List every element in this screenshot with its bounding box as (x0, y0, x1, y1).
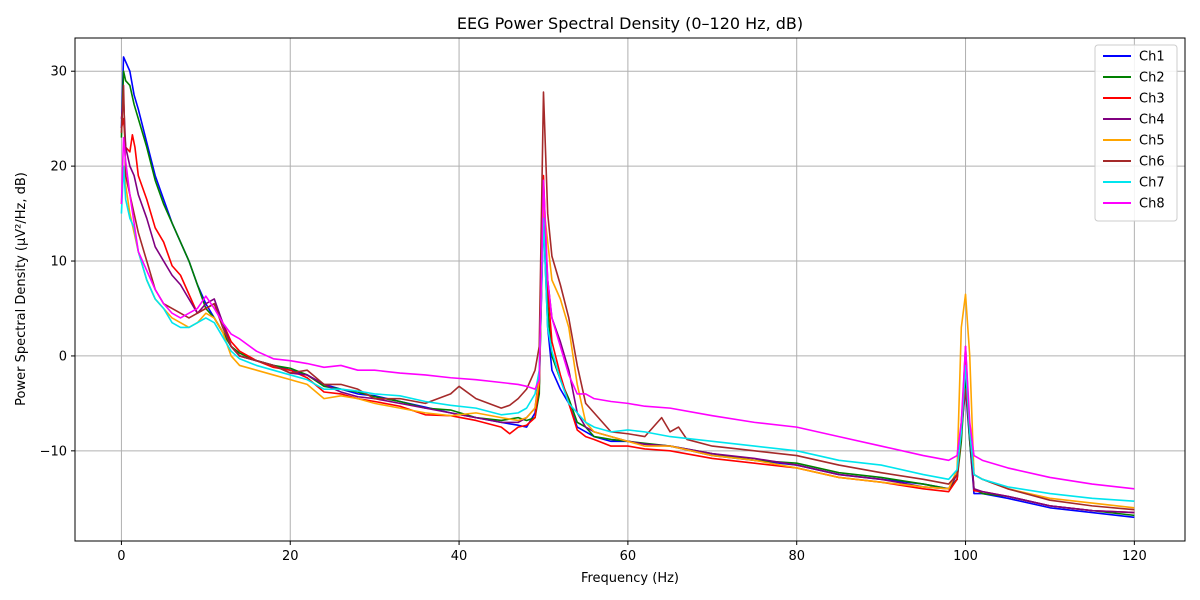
series-lines (120, 56, 1135, 519)
y-tick-label: 10 (50, 255, 67, 270)
chart-title: EEG Power Spectral Density (0–120 Hz, dB… (457, 14, 803, 33)
legend-label-ch3: Ch3 (1139, 92, 1165, 107)
legend-label-ch2: Ch2 (1139, 71, 1165, 86)
series-line-ch3 (120, 117, 1135, 514)
series-line-ch5 (120, 165, 1135, 509)
legend-label-ch1: Ch1 (1139, 50, 1165, 65)
legend-label-ch7: Ch7 (1139, 176, 1165, 191)
x-axis-title: Frequency (Hz) (581, 571, 679, 586)
grid (75, 38, 1185, 541)
legend-label-ch4: Ch4 (1139, 113, 1165, 128)
legend-label-ch6: Ch6 (1139, 155, 1165, 170)
y-tick-label: 0 (59, 349, 67, 364)
x-tick-label: 40 (451, 549, 468, 564)
x-tick-label: 100 (953, 549, 978, 564)
x-tick-label: 120 (1122, 549, 1147, 564)
y-axis-title: Power Spectral Density (µV²/Hz, dB) (14, 172, 29, 406)
x-tick-label: 80 (788, 549, 805, 564)
y-tick-label: −10 (40, 444, 67, 459)
series-line-ch7 (120, 165, 1135, 502)
axis-ticks: 0 20 40 60 80 100 120 −10 0 10 20 30 (40, 65, 1147, 564)
y-tick-label: 20 (50, 160, 67, 175)
legend: Ch1 Ch2 Ch3 Ch4 Ch5 Ch6 Ch7 Ch8 (1094, 44, 1178, 222)
plot-frame (74, 37, 1186, 542)
legend-box (1094, 44, 1178, 222)
x-tick-label: 20 (282, 549, 299, 564)
x-tick-label: 0 (117, 549, 125, 564)
series-line-ch8 (120, 136, 1135, 490)
x-tick-label: 60 (620, 549, 637, 564)
y-tick-label: 30 (50, 65, 67, 80)
series-line-ch6 (120, 84, 1135, 511)
legend-label-ch8: Ch8 (1139, 197, 1165, 212)
legend-label-ch5: Ch5 (1139, 134, 1165, 149)
